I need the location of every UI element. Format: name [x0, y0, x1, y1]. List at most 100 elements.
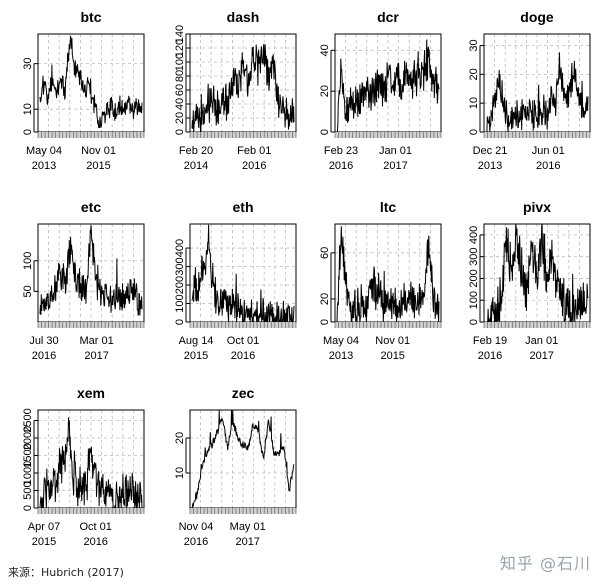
x-tick-label-year: 2016 — [478, 350, 502, 362]
y-tick-label: 60 — [319, 247, 331, 259]
panel-title: btc — [81, 9, 102, 25]
y-tick-label: 1500 — [22, 443, 34, 467]
x-tick-label: Jan 01 — [379, 145, 412, 157]
panel-btc: btc 0 10 30 May 04 2013 Nov 01 2015 — [22, 9, 145, 172]
y-tick-label: 0 — [468, 319, 480, 325]
x-tick-label-year: 2017 — [383, 160, 407, 172]
y-tick-label: 100 — [174, 294, 186, 312]
y-tick-label: 20 — [319, 293, 331, 305]
x-tick-label: May 01 — [230, 521, 266, 533]
panel-zec: zec 10 20 Nov 04 2016 May 01 2017 — [174, 385, 297, 548]
x-tick-label: Feb 23 — [324, 145, 358, 157]
x-tick-label-year: 2015 — [86, 160, 110, 172]
y-tick-label: 20 — [319, 85, 331, 97]
panel-pivx: pivx 0 100 200 300 400 Feb 19 2016 Jan 01 2017 — [468, 199, 591, 362]
panel-etc: etc 50 100 Jul 30 2016 Mar 01 2017 — [22, 199, 145, 362]
x-tick-label: Oct 01 — [227, 335, 259, 347]
x-tick-label-year: 2017 — [529, 350, 553, 362]
series-line — [486, 52, 589, 133]
x-tick-label-year: 2016 — [32, 350, 56, 362]
x-tick-label-year: 2016 — [242, 160, 266, 172]
y-tick-label: 100 — [22, 252, 34, 270]
panel-title: dash — [227, 9, 260, 25]
y-tick-label: 0 — [22, 129, 34, 135]
x-tick-label: Nov 01 — [81, 145, 116, 157]
series-line — [336, 226, 440, 323]
x-tick-label: Nov 04 — [179, 521, 214, 533]
x-tick-label-year: 2014 — [184, 160, 208, 172]
y-tick-label: 0 — [174, 319, 186, 325]
series-line — [191, 409, 295, 509]
x-tick-label: May 04 — [26, 145, 62, 157]
x-tick-label: Jul 30 — [29, 335, 58, 347]
panel-title: doge — [520, 9, 554, 25]
series-line — [39, 35, 143, 129]
x-tick-label: Nov 01 — [375, 335, 410, 347]
y-tick-label: 30 — [468, 39, 480, 51]
x-tick-label-year: 2017 — [235, 536, 259, 548]
x-tick-label: Feb 19 — [473, 335, 507, 347]
x-tick-label-year: 2015 — [184, 350, 208, 362]
series-line — [39, 225, 143, 317]
y-tick-label: 200 — [174, 276, 186, 294]
x-tick-label-year: 2016 — [184, 536, 208, 548]
y-tick-label: 500 — [22, 481, 34, 499]
y-tick-label: 1000 — [22, 461, 34, 485]
x-tick-label: Feb 20 — [179, 145, 213, 157]
x-tick-label: Aug 14 — [179, 335, 214, 347]
panel-title: eth — [233, 199, 254, 215]
series-line — [191, 43, 295, 133]
y-tick-label: 0 — [22, 505, 34, 511]
y-tick-label: 20 — [174, 432, 186, 444]
y-tick-label: 0 — [319, 129, 331, 135]
panel-title: dcr — [377, 9, 399, 25]
series-line — [486, 223, 589, 323]
x-tick-label: Mar 01 — [80, 335, 114, 347]
y-tick-label: 10 — [174, 467, 186, 479]
panel-title: xem — [77, 385, 105, 401]
x-tick-label: May 04 — [323, 335, 359, 347]
series-line — [39, 417, 143, 509]
y-tick-label: 2500 — [22, 408, 34, 432]
y-tick-label: 2000 — [22, 426, 34, 450]
x-tick-label-year: 2013 — [32, 160, 56, 172]
panel-dcr: dcr 0 20 40 Feb 23 2016 Jan 01 2017 — [319, 9, 442, 172]
watermark: 知乎 @石川 — [499, 554, 591, 573]
panel-title: pivx — [523, 199, 551, 215]
y-tick-label: 10 — [22, 103, 34, 115]
y-tick-label: 120 — [174, 39, 186, 57]
x-tick-label-year: 2013 — [329, 350, 353, 362]
x-tick-label-year: 2013 — [478, 160, 502, 172]
x-tick-label: Jun 01 — [532, 145, 565, 157]
panel-title: zec — [232, 385, 255, 401]
x-tick-label: Feb 01 — [237, 145, 271, 157]
series-line — [336, 39, 440, 133]
y-tick-label: 10 — [468, 97, 480, 109]
x-tick-label: Apr 07 — [28, 521, 60, 533]
x-tick-label: Oct 01 — [79, 521, 111, 533]
x-tick-label: Dec 21 — [473, 145, 508, 157]
y-tick-label: 300 — [174, 257, 186, 275]
y-tick-label: 40 — [319, 44, 331, 56]
panel-doge: doge 0 10 20 30 Dec 21 2013 Jun 01 2016 — [468, 9, 591, 172]
x-tick-label-year: 2016 — [231, 350, 255, 362]
y-tick-label: 0 — [319, 319, 331, 325]
y-tick-label: 200 — [468, 269, 480, 287]
y-tick-label: 300 — [468, 247, 480, 265]
x-tick-label-year: 2016 — [83, 536, 107, 548]
y-tick-label: 40 — [174, 98, 186, 110]
x-tick-label-year: 2015 — [380, 350, 404, 362]
y-tick-label: 30 — [22, 58, 34, 70]
y-tick-label: 140 — [174, 25, 186, 43]
y-tick-label: 80 — [174, 70, 186, 82]
x-tick-label-year: 2015 — [32, 536, 56, 548]
panel-ltc: ltc 0 20 60 May 04 2013 Nov 01 2015 — [319, 199, 442, 362]
y-tick-label: 400 — [174, 239, 186, 257]
y-tick-label: 50 — [22, 285, 34, 297]
source-caption: 来源：Hubrich (2017) — [8, 566, 124, 579]
y-tick-label: 0 — [468, 129, 480, 135]
